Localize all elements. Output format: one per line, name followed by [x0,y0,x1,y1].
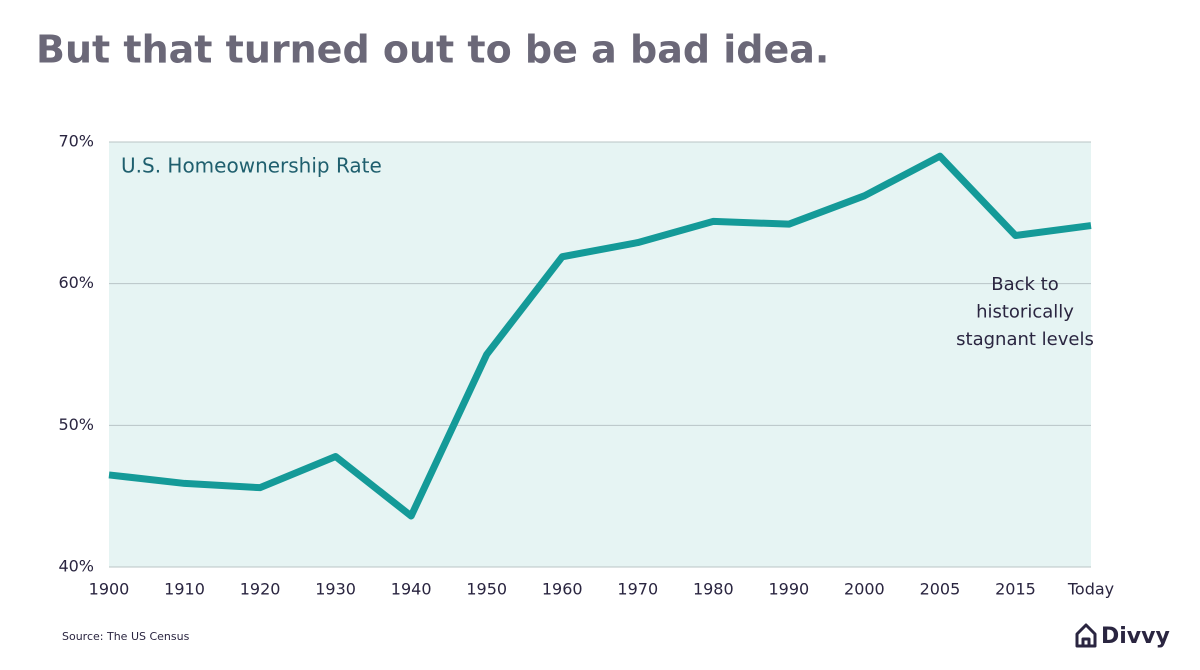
source: Source: The US Census [62,630,190,643]
annotation: stagnant levels [956,329,1094,350]
x-tick-label: 2000 [844,580,885,599]
x-tick-label: 1950 [466,580,507,599]
x-tick-label: 2015 [995,580,1036,599]
data-line [108,152,1092,520]
chart-title: But that turned out to be a bad idea. [36,28,829,72]
x-tick-label: Today [1067,580,1114,599]
annotation: historically [976,302,1074,323]
brand: Divvy [1101,624,1170,649]
annotation: Back to [991,274,1059,295]
logo-icon [1075,623,1097,648]
x-tick-label: 1960 [542,580,583,599]
y-tick-label: 60% [58,273,94,292]
x-tick-label: 1980 [693,580,734,599]
x-tick-label: 1900 [89,580,130,599]
logo: Divvy [1075,623,1170,649]
y-tick-label: 50% [58,415,94,434]
x-tick-label: 1940 [391,580,432,599]
x-tick-label: 1910 [164,580,205,599]
plot-area [109,142,1091,567]
x-tick-label: 1920 [240,580,281,599]
x-tick-label: 1970 [617,580,658,599]
subtitle: U.S. Homeownership Rate [121,154,382,178]
y-tick-label: 70% [58,132,94,151]
x-tick-label: 2005 [920,580,961,599]
x-tick-label: 1990 [768,580,809,599]
y-tick-label: 40% [58,557,94,576]
x-tick-label: 1930 [315,580,356,599]
